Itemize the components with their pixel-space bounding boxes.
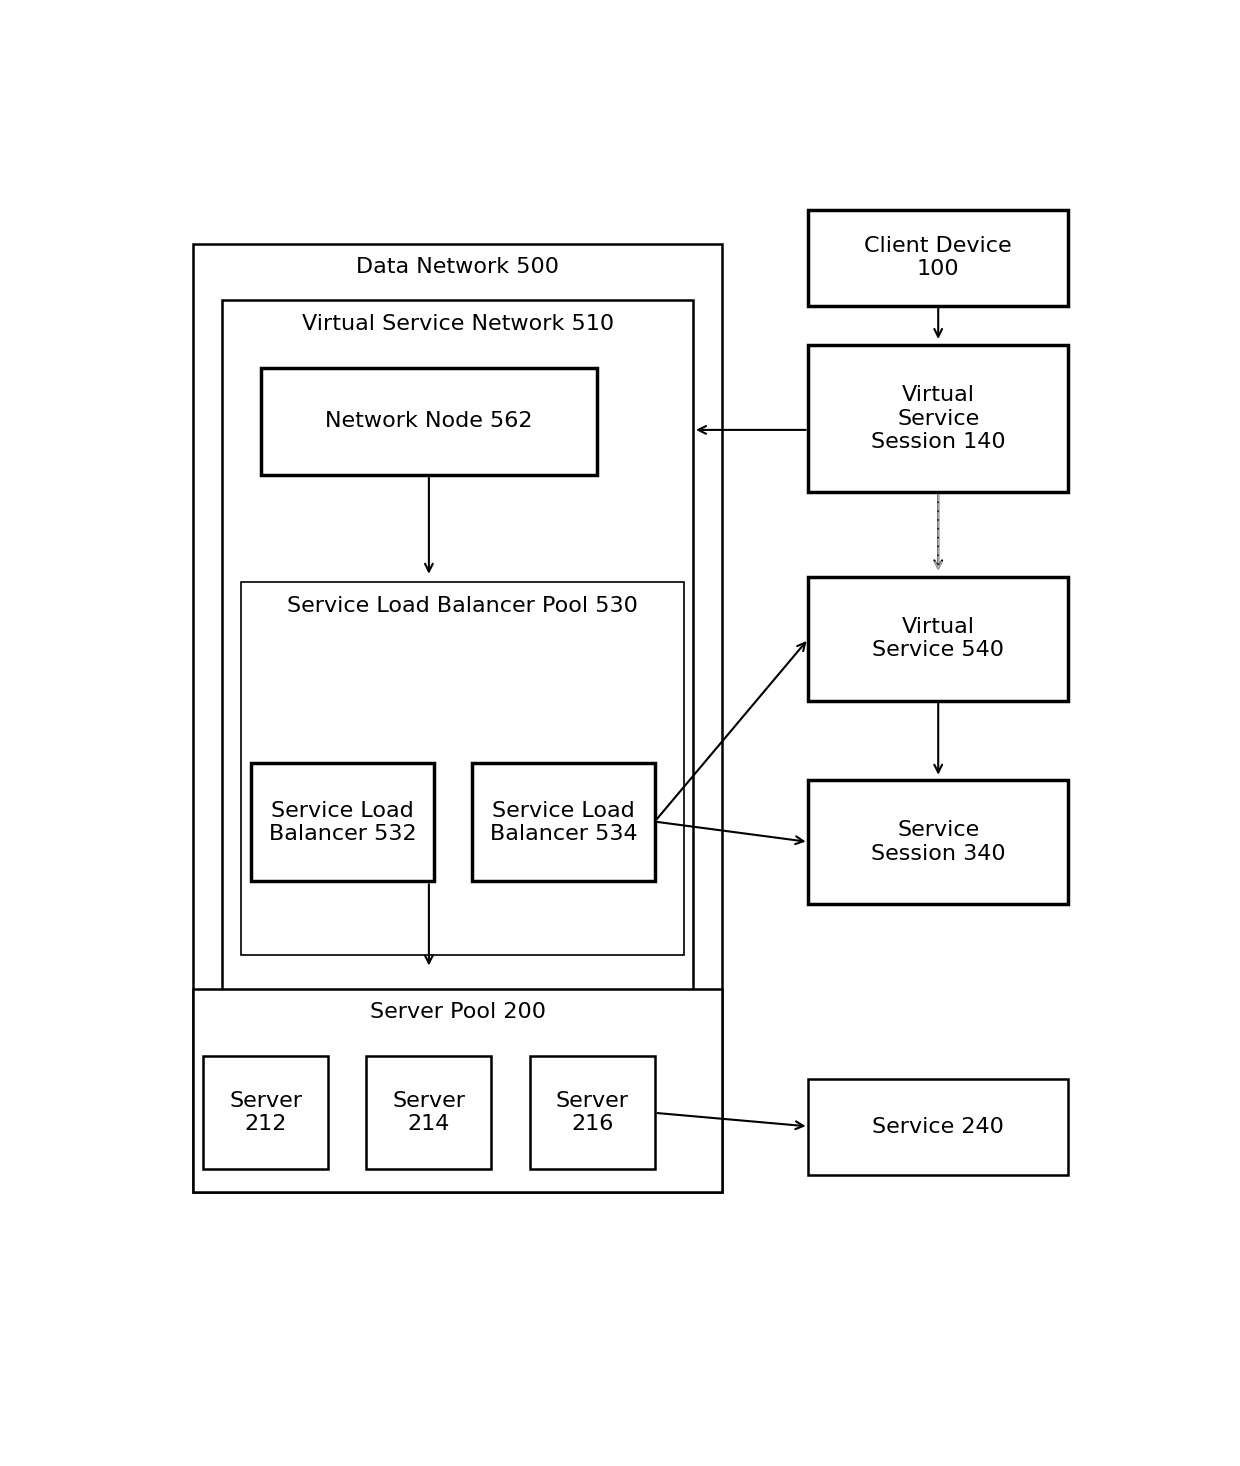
Bar <box>193 243 722 1192</box>
Bar <box>203 1057 327 1170</box>
Bar <box>250 762 434 881</box>
Bar <box>193 988 722 1192</box>
Bar <box>260 368 596 475</box>
Bar <box>808 780 1068 905</box>
Bar <box>808 1079 1068 1174</box>
Text: Service Load Balancer Pool 530: Service Load Balancer Pool 530 <box>288 595 637 616</box>
Text: Virtual Service Network 510: Virtual Service Network 510 <box>301 314 614 334</box>
Bar <box>367 1057 491 1170</box>
Text: Service 240: Service 240 <box>872 1117 1004 1138</box>
Bar <box>222 301 693 1023</box>
Bar <box>808 210 1068 306</box>
Bar <box>808 346 1068 493</box>
Text: Virtual
Service 540: Virtual Service 540 <box>872 617 1004 660</box>
Bar <box>472 762 655 881</box>
Bar <box>529 1057 655 1170</box>
Text: Virtual
Service
Session 140: Virtual Service Session 140 <box>870 386 1006 452</box>
Text: Server
216: Server 216 <box>556 1091 629 1135</box>
Text: Server Pool 200: Server Pool 200 <box>370 1003 546 1022</box>
Text: Service Load
Balancer 532: Service Load Balancer 532 <box>269 800 417 844</box>
Bar <box>808 576 1068 701</box>
Text: Service Load
Balancer 534: Service Load Balancer 534 <box>490 800 637 844</box>
Text: Service
Session 340: Service Session 340 <box>870 821 1006 863</box>
Text: Network Node 562: Network Node 562 <box>325 412 533 431</box>
Text: Data Network 500: Data Network 500 <box>356 257 559 277</box>
Text: Client Device
100: Client Device 100 <box>864 236 1012 280</box>
Bar <box>242 582 683 954</box>
Text: Server
212: Server 212 <box>229 1091 303 1135</box>
Text: Server
214: Server 214 <box>392 1091 465 1135</box>
